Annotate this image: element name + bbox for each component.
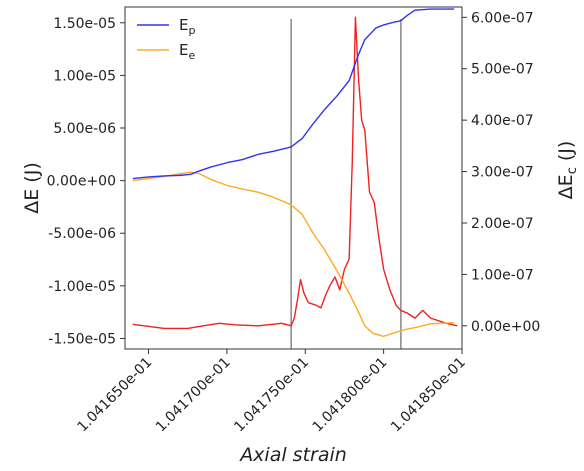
series-line-3 <box>132 16 458 330</box>
right-tick-label: 1.00e-07 <box>471 267 534 283</box>
x-tick-label: 1.041750e-01 <box>231 355 312 436</box>
right-tick-label: 4.00e-07 <box>471 113 534 129</box>
legend: Ep Ee <box>137 16 195 62</box>
x-tick-label: 1.041800e-01 <box>310 355 391 436</box>
plot-frame <box>124 6 463 350</box>
x-tick-label: 1.041650e-01 <box>75 355 156 436</box>
series-line-2 <box>132 171 455 338</box>
right-tick-label: 5.00e-07 <box>471 62 534 78</box>
left-axis-label: ΔE (J) <box>21 162 43 213</box>
left-tick-label: 5.00e-06 <box>53 121 116 137</box>
x-axis-label: Axial strain <box>238 444 347 466</box>
series-group <box>132 8 458 338</box>
left-tick-label: -5.00e-06 <box>48 226 116 242</box>
right-tick-label: 0.00e+00 <box>471 319 540 335</box>
right-tick-label: 2.00e-07 <box>471 216 534 232</box>
legend-label-2: Ee <box>179 41 195 62</box>
left-tick-label: 0.00e+00 <box>47 174 116 190</box>
plot-area <box>125 7 462 349</box>
right-tick-label: 3.00e-07 <box>471 165 534 181</box>
right-axis-label: ΔEc (J) <box>555 141 580 200</box>
left-tick-label: 1.50e-05 <box>53 16 116 32</box>
series-line-1 <box>132 8 455 180</box>
x-tick-label: 1.041700e-01 <box>153 355 234 436</box>
plot-background <box>125 7 462 349</box>
x-tick-label: 1.041850e-01 <box>388 355 469 436</box>
right-tick-label: 6.00e-07 <box>471 10 534 26</box>
left-tick-label: -1.00e-05 <box>48 279 116 295</box>
left-tick-label: 1.00e-05 <box>53 68 116 84</box>
left-tick-label: -1.50e-05 <box>48 331 116 347</box>
legend-label-1: Ep <box>179 16 195 37</box>
